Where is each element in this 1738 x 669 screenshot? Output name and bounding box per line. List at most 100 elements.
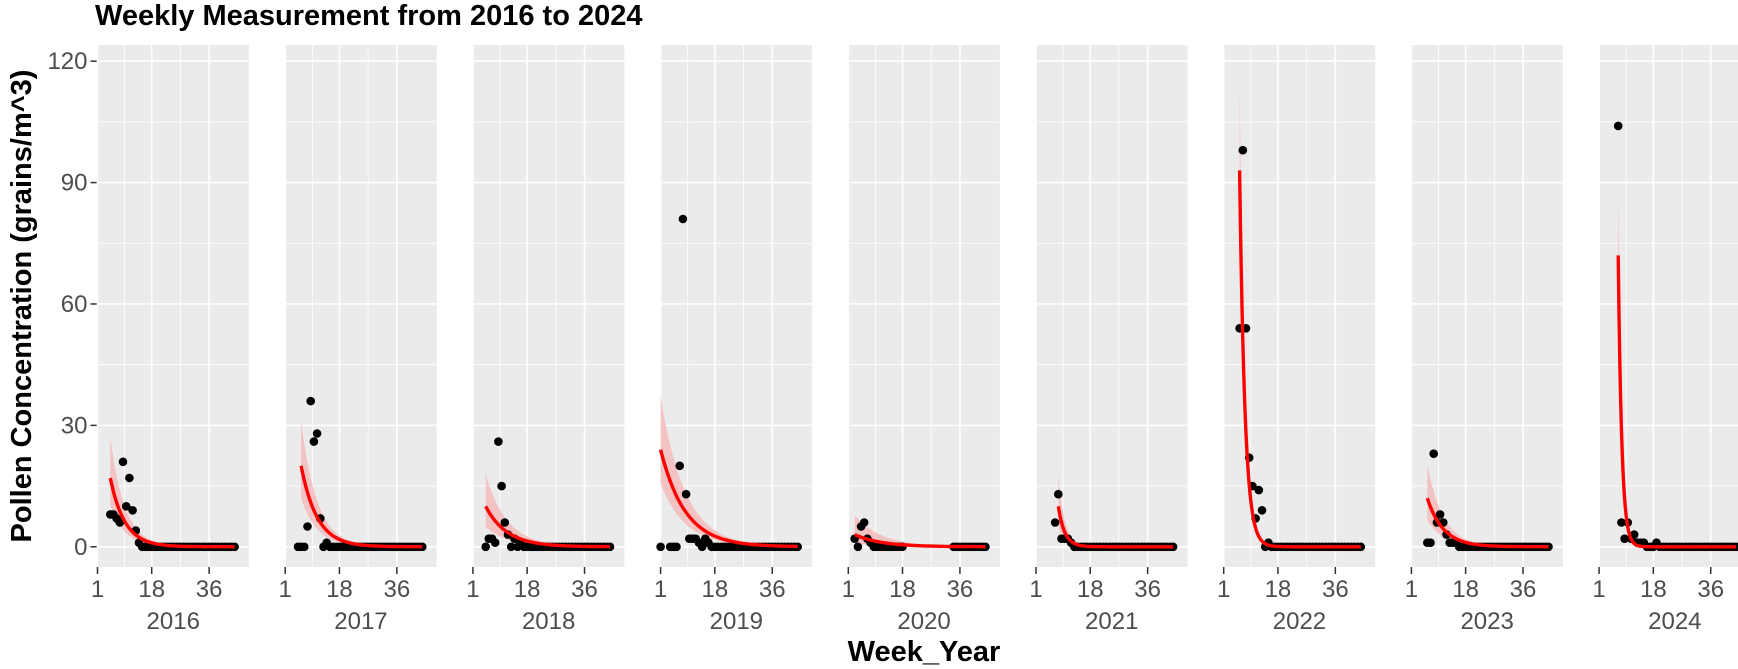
facet-panel-2020: 1 18 36 2020 [842, 45, 1000, 635]
y-axis: 0 30 60 90 120 [47, 48, 98, 561]
data-point [312, 429, 322, 438]
fit-line [853, 533, 987, 549]
x-tick-label: 18 [889, 576, 916, 603]
data-point [306, 396, 316, 406]
x-tick-label: 36 [196, 576, 223, 603]
data-point [309, 437, 319, 446]
x-tick-label: 1 [279, 576, 292, 603]
x-tick-label: 1 [1592, 576, 1605, 603]
facet-label-2019: 2019 [710, 608, 763, 635]
data-point [490, 538, 500, 547]
panel-background [660, 45, 813, 567]
data-point [1613, 121, 1623, 131]
data-point [118, 457, 128, 467]
x-tick-label: 36 [1697, 576, 1724, 603]
facet-panel-2016: 1 18 36 2016 [91, 45, 249, 635]
fit-line [299, 465, 424, 549]
x-tick-label: 1 [654, 576, 667, 603]
data-point [115, 518, 125, 527]
facet-label-2021: 2021 [1085, 608, 1138, 635]
data-point [1429, 449, 1438, 459]
fit-line [484, 505, 611, 549]
x-tick-label: 18 [1077, 576, 1104, 603]
facet-panel-2024: 1 18 36 2024 [1592, 45, 1738, 635]
x-tick-label: 36 [947, 576, 974, 603]
x-tick-label: 18 [514, 576, 541, 603]
data-point [303, 522, 312, 531]
facet-panel-2019: 1 18 36 2019 [654, 45, 813, 635]
x-tick-label: 18 [701, 576, 728, 603]
facet-label-2022: 2022 [1273, 608, 1326, 635]
x-tick-label: 36 [571, 576, 598, 603]
x-tick-label: 18 [1640, 576, 1667, 603]
data-point [672, 542, 681, 552]
y-axis-title: Pollen Concentration (grains/m^3) [6, 70, 38, 543]
data-point [697, 542, 707, 552]
x-axis-title: Week_Year [848, 636, 1001, 668]
data-point [656, 542, 665, 552]
data-point [1050, 518, 1060, 527]
data-point [1435, 510, 1445, 519]
facet-label-2023: 2023 [1460, 608, 1513, 635]
data-point [1629, 530, 1639, 539]
panel-background [1411, 45, 1563, 567]
facet-label-2024: 2024 [1648, 608, 1701, 635]
x-tick-label: 1 [1405, 576, 1418, 603]
panel-background [848, 45, 1000, 567]
x-tick-label: 1 [1029, 576, 1042, 603]
facet-panel-2022: 1 18 36 2022 [1217, 45, 1376, 635]
data-point [125, 473, 134, 483]
x-tick-label: 1 [842, 576, 855, 603]
panel-background [1036, 45, 1188, 567]
data-point [605, 542, 615, 552]
x-tick-label: 18 [1265, 576, 1292, 603]
data-point [128, 506, 137, 515]
data-point [494, 437, 503, 446]
data-point [678, 214, 688, 224]
data-point [506, 542, 516, 552]
confidence-ribbon [854, 515, 986, 547]
panel-background [1223, 45, 1376, 567]
data-point [481, 542, 491, 552]
y-tick-label: 0 [74, 534, 87, 561]
panel-background [97, 45, 249, 567]
data-point [1426, 538, 1435, 547]
x-tick-label: 36 [383, 576, 410, 603]
panel-background [472, 45, 625, 567]
data-point [121, 502, 131, 511]
x-tick-label: 36 [759, 576, 786, 603]
data-point [1054, 489, 1063, 499]
data-point [300, 542, 309, 552]
y-tick-label: 120 [47, 48, 87, 75]
facet-label-2017: 2017 [334, 608, 387, 635]
x-tick-label: 18 [326, 576, 353, 603]
facet-label-2020: 2020 [897, 608, 950, 635]
data-point [1254, 485, 1264, 495]
data-point [497, 481, 506, 491]
x-tick-label: 36 [1134, 576, 1161, 603]
data-point [853, 542, 863, 552]
data-point [675, 461, 684, 471]
x-tick-label: 1 [91, 576, 104, 603]
fit-line [1616, 255, 1738, 549]
x-tick-label: 36 [1510, 576, 1537, 603]
y-tick-label: 30 [61, 412, 88, 439]
facet-panels: 1 18 36 2016 1 18 36 2017 1 18 36 2018 1 18 36 2019 1 18 3… [91, 45, 1738, 635]
fit-line [1237, 170, 1362, 549]
data-point [1617, 518, 1626, 527]
fit-line [108, 477, 236, 549]
y-tick-label: 60 [61, 291, 88, 318]
chart-title: Weekly Measurement from 2016 to 2024 [95, 0, 643, 32]
facet-panel-2018: 1 18 36 2018 [466, 45, 625, 635]
x-tick-label: 18 [138, 576, 165, 603]
x-tick-label: 36 [1322, 576, 1349, 603]
data-point [859, 518, 869, 527]
data-point [1620, 534, 1629, 543]
fit-line [1425, 497, 1550, 549]
fit-line [1056, 506, 1174, 549]
data-point [1257, 506, 1267, 515]
y-tick-label: 90 [61, 170, 88, 197]
facet-panel-2023: 1 18 36 2023 [1405, 45, 1563, 635]
data-point [681, 489, 691, 499]
